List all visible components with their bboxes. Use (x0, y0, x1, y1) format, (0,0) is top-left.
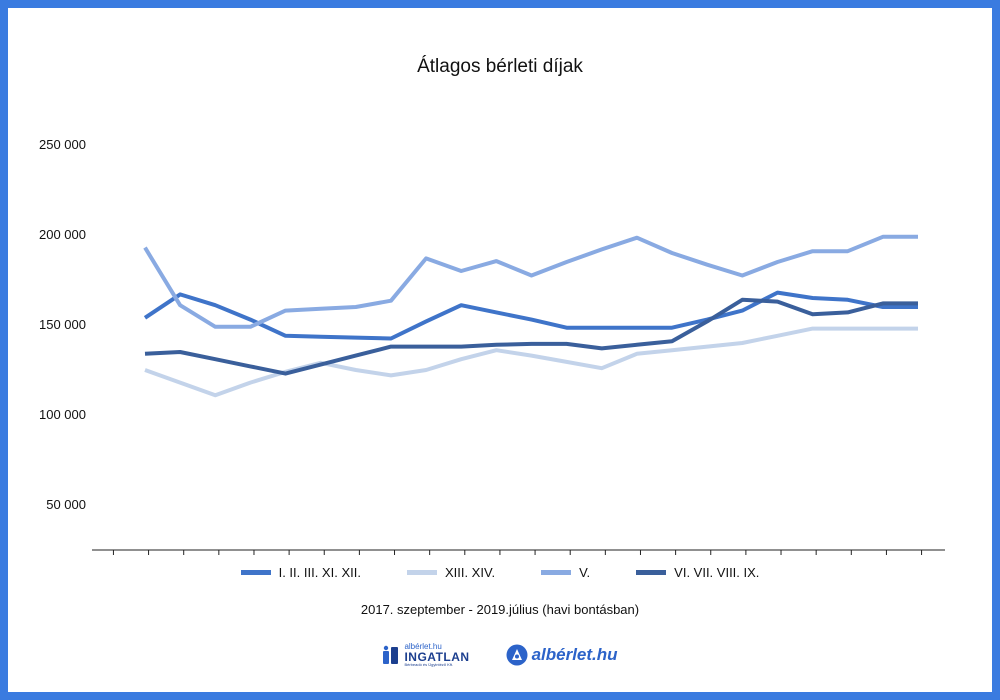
legend-item: V. (541, 565, 590, 580)
ingatlan-logo-tagline: Bérbeadó és Ügyintéző Kft. (404, 662, 454, 667)
legend-swatch (636, 570, 667, 575)
y-tick-label: 100 000 (39, 407, 86, 422)
series-line-3 (143, 234, 918, 329)
series-line-4 (144, 297, 918, 376)
series-line-2 (144, 326, 918, 398)
legend-label: V. (579, 565, 591, 580)
alberlet-logo: albérlet.hu (506, 644, 618, 666)
alberlet-logo-icon (506, 644, 528, 666)
legend-label: XIII. XIV. (444, 565, 496, 580)
y-tick-label: 200 000 (39, 227, 86, 242)
logo-row: albérlet.hu INGATLAN Bérbeadó és Ügyinté… (0, 643, 1000, 667)
y-tick-label: 50 000 (46, 497, 86, 512)
ingatlan-logo-small-text: albérlet.hu (404, 642, 442, 651)
legend-swatch (406, 570, 437, 575)
legend-item: VI. VII. VIII. IX. (636, 565, 759, 580)
series-line-1 (143, 290, 918, 341)
legend-label: VI. VII. VIII. IX. (674, 565, 760, 580)
ingatlan-logo-icon (383, 645, 399, 664)
legend-label: I. II. III. XI. XII. (278, 565, 361, 580)
legend-item: XIII. XIV. (406, 565, 496, 580)
y-tick-label: 250 000 (39, 137, 86, 152)
y-tick-label: 150 000 (39, 317, 86, 332)
alberlet-ingatlan-logo: albérlet.hu INGATLAN Bérbeadó és Ügyinté… (382, 643, 469, 667)
chart-legend: I. II. III. XI. XII. XIII. XIV. V. VI. V… (0, 565, 1000, 580)
x-axis-label: 2017. szeptember - 2019.július (havi bon… (360, 602, 640, 617)
ingatlan-logo-big-text: INGATLAN (404, 650, 470, 664)
chart-title: Átlagos bérleti díjak (417, 56, 583, 77)
legend-swatch (240, 570, 271, 575)
legend-swatch (541, 570, 572, 575)
alberlet-logo-text: albérlet.hu (531, 645, 618, 664)
legend-item: I. II. III. XI. XII. (240, 565, 361, 580)
